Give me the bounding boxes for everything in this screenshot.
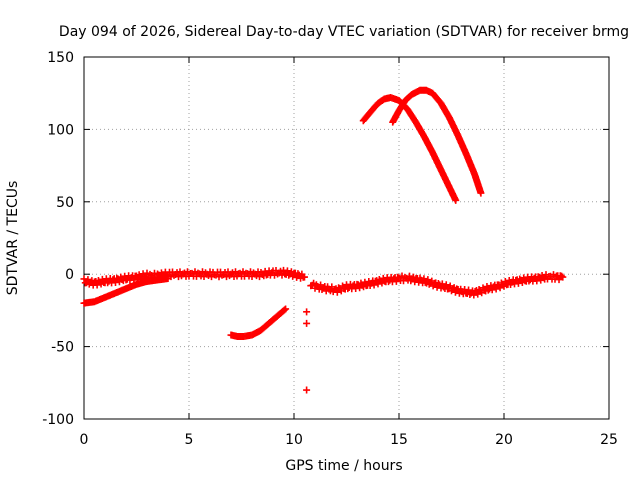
data-point — [303, 386, 311, 394]
data-point — [375, 275, 383, 283]
data-point — [301, 273, 308, 281]
data-point — [477, 189, 485, 197]
y-tick-label: 50 — [56, 195, 74, 211]
grid-layer — [84, 57, 609, 419]
data-point — [470, 291, 478, 299]
data-point — [559, 273, 567, 281]
y-tick-label: -100 — [42, 412, 74, 428]
x-tick-label: 20 — [495, 432, 513, 448]
series-arc-2 — [389, 86, 485, 197]
series-arc-1 — [359, 94, 460, 204]
series-outliers — [303, 308, 311, 394]
data-point — [282, 305, 290, 313]
tick-layer: -100 -50 0 50 100 150 0 5 10 15 20 25 — [42, 50, 618, 448]
y-axis-title: SDTVAR / TECUs — [5, 181, 21, 296]
data-point — [492, 285, 500, 293]
data-point — [442, 281, 450, 289]
chart-title: Day 094 of 2026, Sidereal Day-to-day VTE… — [59, 24, 629, 40]
x-tick-label: 15 — [390, 432, 408, 448]
x-axis-title: GPS time / hours — [285, 458, 402, 474]
data-point — [303, 319, 311, 327]
data-point — [452, 196, 460, 204]
series-baseline-2 — [307, 271, 567, 299]
data-point — [333, 288, 341, 296]
x-tick-label: 0 — [80, 432, 89, 448]
data-point — [285, 271, 293, 279]
data-point — [281, 306, 289, 314]
data-point — [474, 290, 482, 298]
data-point — [516, 275, 524, 283]
y-tick-label: 100 — [47, 122, 74, 138]
y-tick-label: 0 — [65, 267, 74, 283]
data-point — [424, 276, 432, 284]
data-point — [392, 277, 400, 285]
y-tick-label: 150 — [47, 50, 74, 66]
x-tick-label: 10 — [285, 432, 303, 448]
x-tick-label: 25 — [600, 432, 618, 448]
plot-frame — [83, 56, 610, 420]
data-point — [420, 275, 428, 283]
series-baseline — [80, 266, 308, 289]
series-ramp-early — [80, 275, 172, 307]
data-point — [94, 276, 102, 284]
data-points — [80, 86, 567, 394]
data-point — [164, 275, 172, 283]
data-point — [558, 272, 566, 280]
data-point — [370, 281, 378, 289]
y-tick-label: -50 — [51, 340, 74, 356]
series-ramp-mid — [227, 305, 290, 340]
x-tick-label: 5 — [185, 432, 194, 448]
data-point — [555, 276, 563, 284]
data-point — [303, 308, 311, 316]
data-point — [154, 270, 161, 278]
